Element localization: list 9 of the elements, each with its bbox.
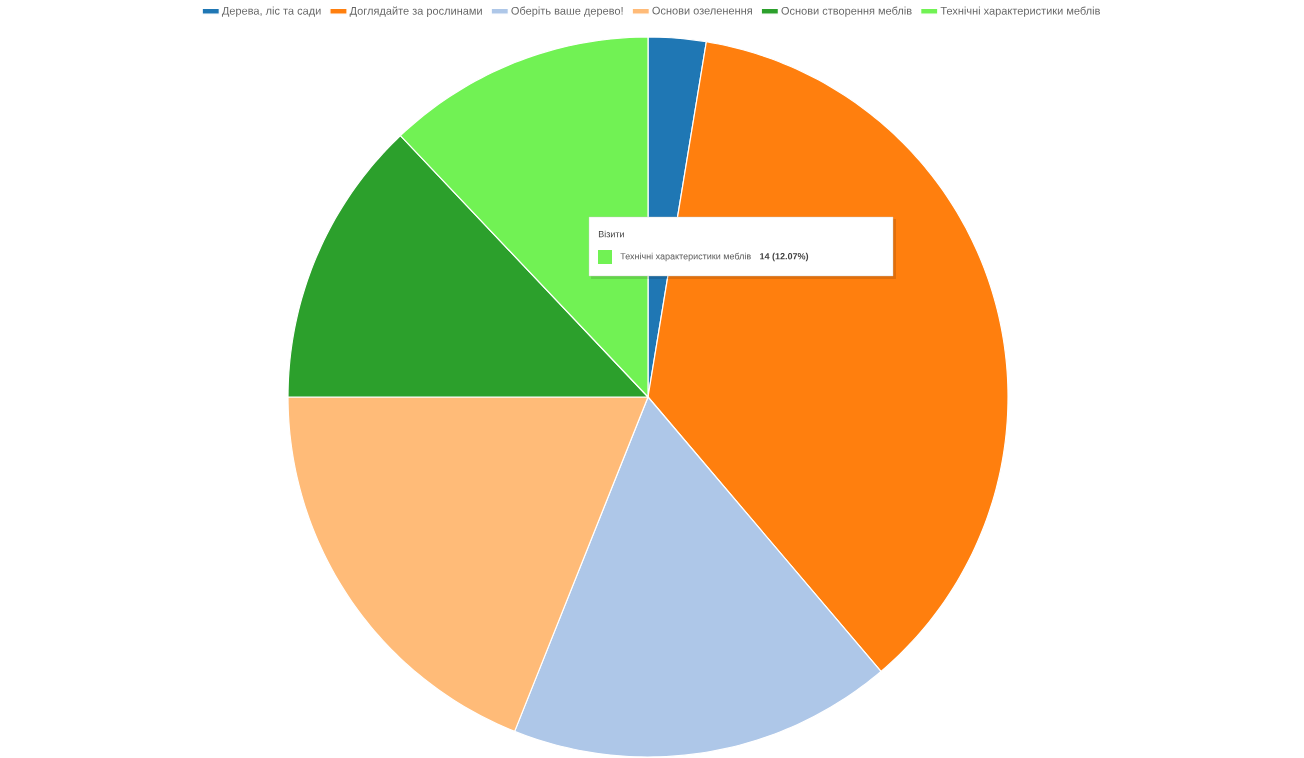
- text: Технічні характеристики меблів: [620, 252, 751, 262]
- legend-label: Доглядайте за рослинами: [349, 6, 482, 17]
- legend-label: Технічні характеристики меблів: [940, 6, 1100, 17]
- legend-label: Дерева, ліс та сади: [221, 6, 321, 17]
- legend-label: Основи створення меблів: [781, 6, 912, 17]
- text: Візити: [598, 230, 624, 238]
- text: 14 (12.07%): [760, 252, 809, 262]
- legend-label: Основи озеленення: [652, 6, 752, 15]
- legend-label: Оберіть ваше дерево!: [511, 6, 623, 17]
